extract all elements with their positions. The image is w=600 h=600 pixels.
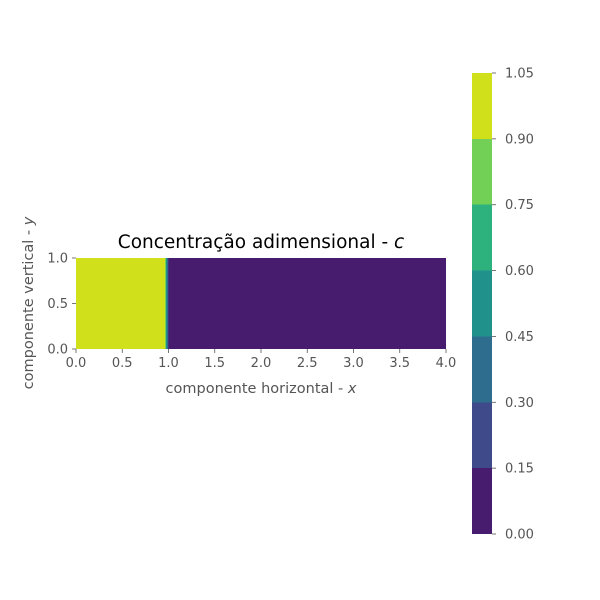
plot-area <box>76 258 446 349</box>
x-tick-label: 2.0 <box>251 356 272 371</box>
x-tick-label: 2.5 <box>297 356 318 371</box>
x-tick-label: 1.5 <box>204 356 225 371</box>
colorbar-segment-1 <box>472 402 492 469</box>
colorbar-segment-6 <box>472 73 492 139</box>
colorbar-segment-0 <box>472 468 492 534</box>
colorbar-tick-label: 0.30 <box>505 396 534 411</box>
x-tick-label: 0.0 <box>66 356 87 371</box>
colorbar-tick-label: 0.60 <box>505 264 534 279</box>
x-axis-label: componente horizontal - x <box>166 381 357 397</box>
colorbar-segment-3 <box>472 270 492 337</box>
colorbar-tick-label: 0.75 <box>505 198 534 213</box>
colorbar-tick-label: 1.05 <box>505 67 534 82</box>
x-tick-label: 1.0 <box>158 356 179 371</box>
y-axis: 0.0 0.5 1.0 <box>47 252 76 358</box>
colorbar-segment-5 <box>472 138 492 205</box>
colorbar-tick-label: 0.45 <box>505 330 534 345</box>
chart-title: Concentração adimensional - c <box>118 232 404 253</box>
colorbar-tick-label: 0.00 <box>505 528 534 543</box>
colorbar: 0.00 0.15 0.30 0.45 0.60 0.75 0.90 1.05 <box>472 67 534 543</box>
x-axis: 0.0 0.5 1.0 1.5 2.0 2.5 3.0 3.5 4.0 <box>66 349 457 371</box>
heatmap-region-2 <box>166 258 168 349</box>
y-tick-label: 1.0 <box>47 252 68 267</box>
heatmap-region-4 <box>168 258 446 349</box>
x-tick-label: 3.0 <box>343 356 364 371</box>
colorbar-segment-2 <box>472 336 492 403</box>
heatmap-region-1 <box>164 258 167 349</box>
colorbar-tick-label: 0.90 <box>505 132 534 147</box>
heatmap-region-3 <box>167 258 169 349</box>
y-tick-label: 0.0 <box>47 343 68 358</box>
y-axis-label: componente vertical - y <box>21 216 37 389</box>
x-tick-label: 0.5 <box>112 356 133 371</box>
colorbar-segment-4 <box>472 204 492 271</box>
heatmap-region-0 <box>76 258 165 349</box>
y-tick-label: 0.5 <box>47 297 68 312</box>
x-tick-label: 4.0 <box>436 356 457 371</box>
x-tick-label: 3.5 <box>389 356 410 371</box>
colorbar-tick-label: 0.15 <box>505 462 534 477</box>
